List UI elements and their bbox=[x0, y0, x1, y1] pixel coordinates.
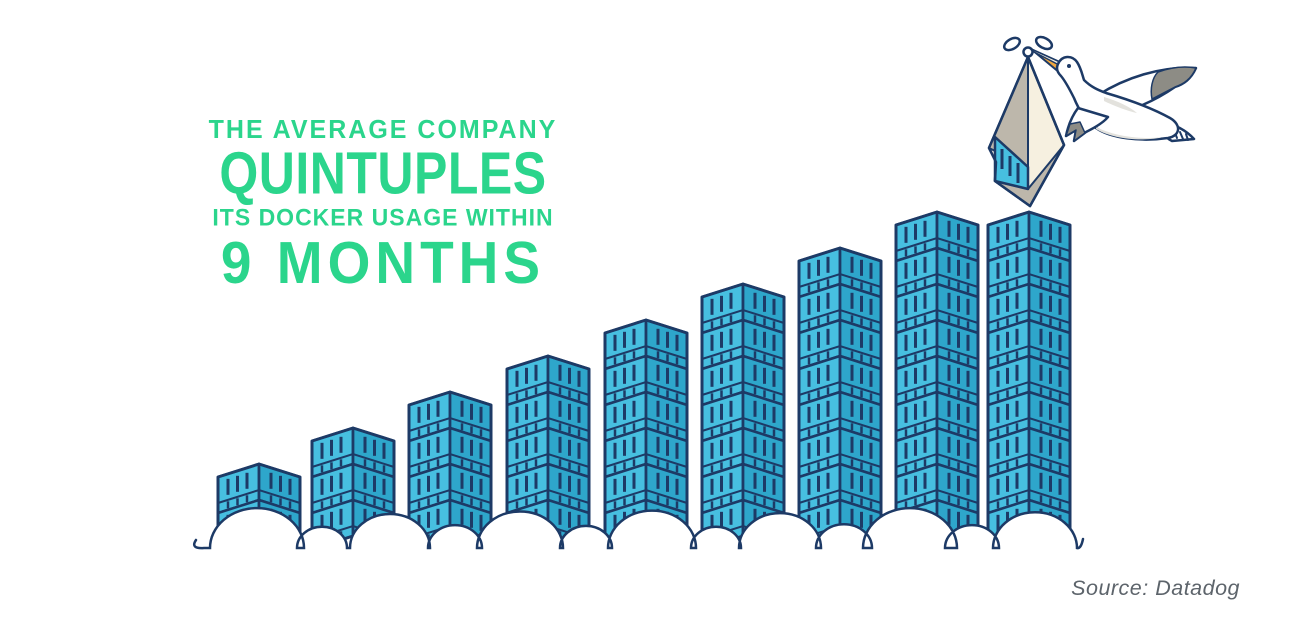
container-tower-9 bbox=[986, 210, 1072, 551]
headline-line-3: ITS DOCKER USAGE WITHIN bbox=[212, 203, 554, 231]
headline: THE AVERAGE COMPANY QUINTUPLES ITS DOCKE… bbox=[186, 114, 580, 296]
headline-line-1: THE AVERAGE COMPANY bbox=[208, 115, 558, 145]
container-bundle-icon bbox=[987, 35, 1066, 208]
container-tower-8 bbox=[894, 210, 980, 551]
cloud-bank-icon bbox=[193, 506, 1085, 562]
headline-line-2: QUINTUPLES bbox=[219, 140, 547, 207]
headline-line-4: 9 MONTHS bbox=[220, 228, 546, 296]
stork-icon bbox=[1030, 48, 1198, 143]
container-tower-7 bbox=[797, 246, 883, 551]
source-credit: Source: Datadog bbox=[1071, 576, 1240, 600]
container-tower-5 bbox=[603, 318, 689, 551]
container-tower-6 bbox=[700, 282, 786, 551]
